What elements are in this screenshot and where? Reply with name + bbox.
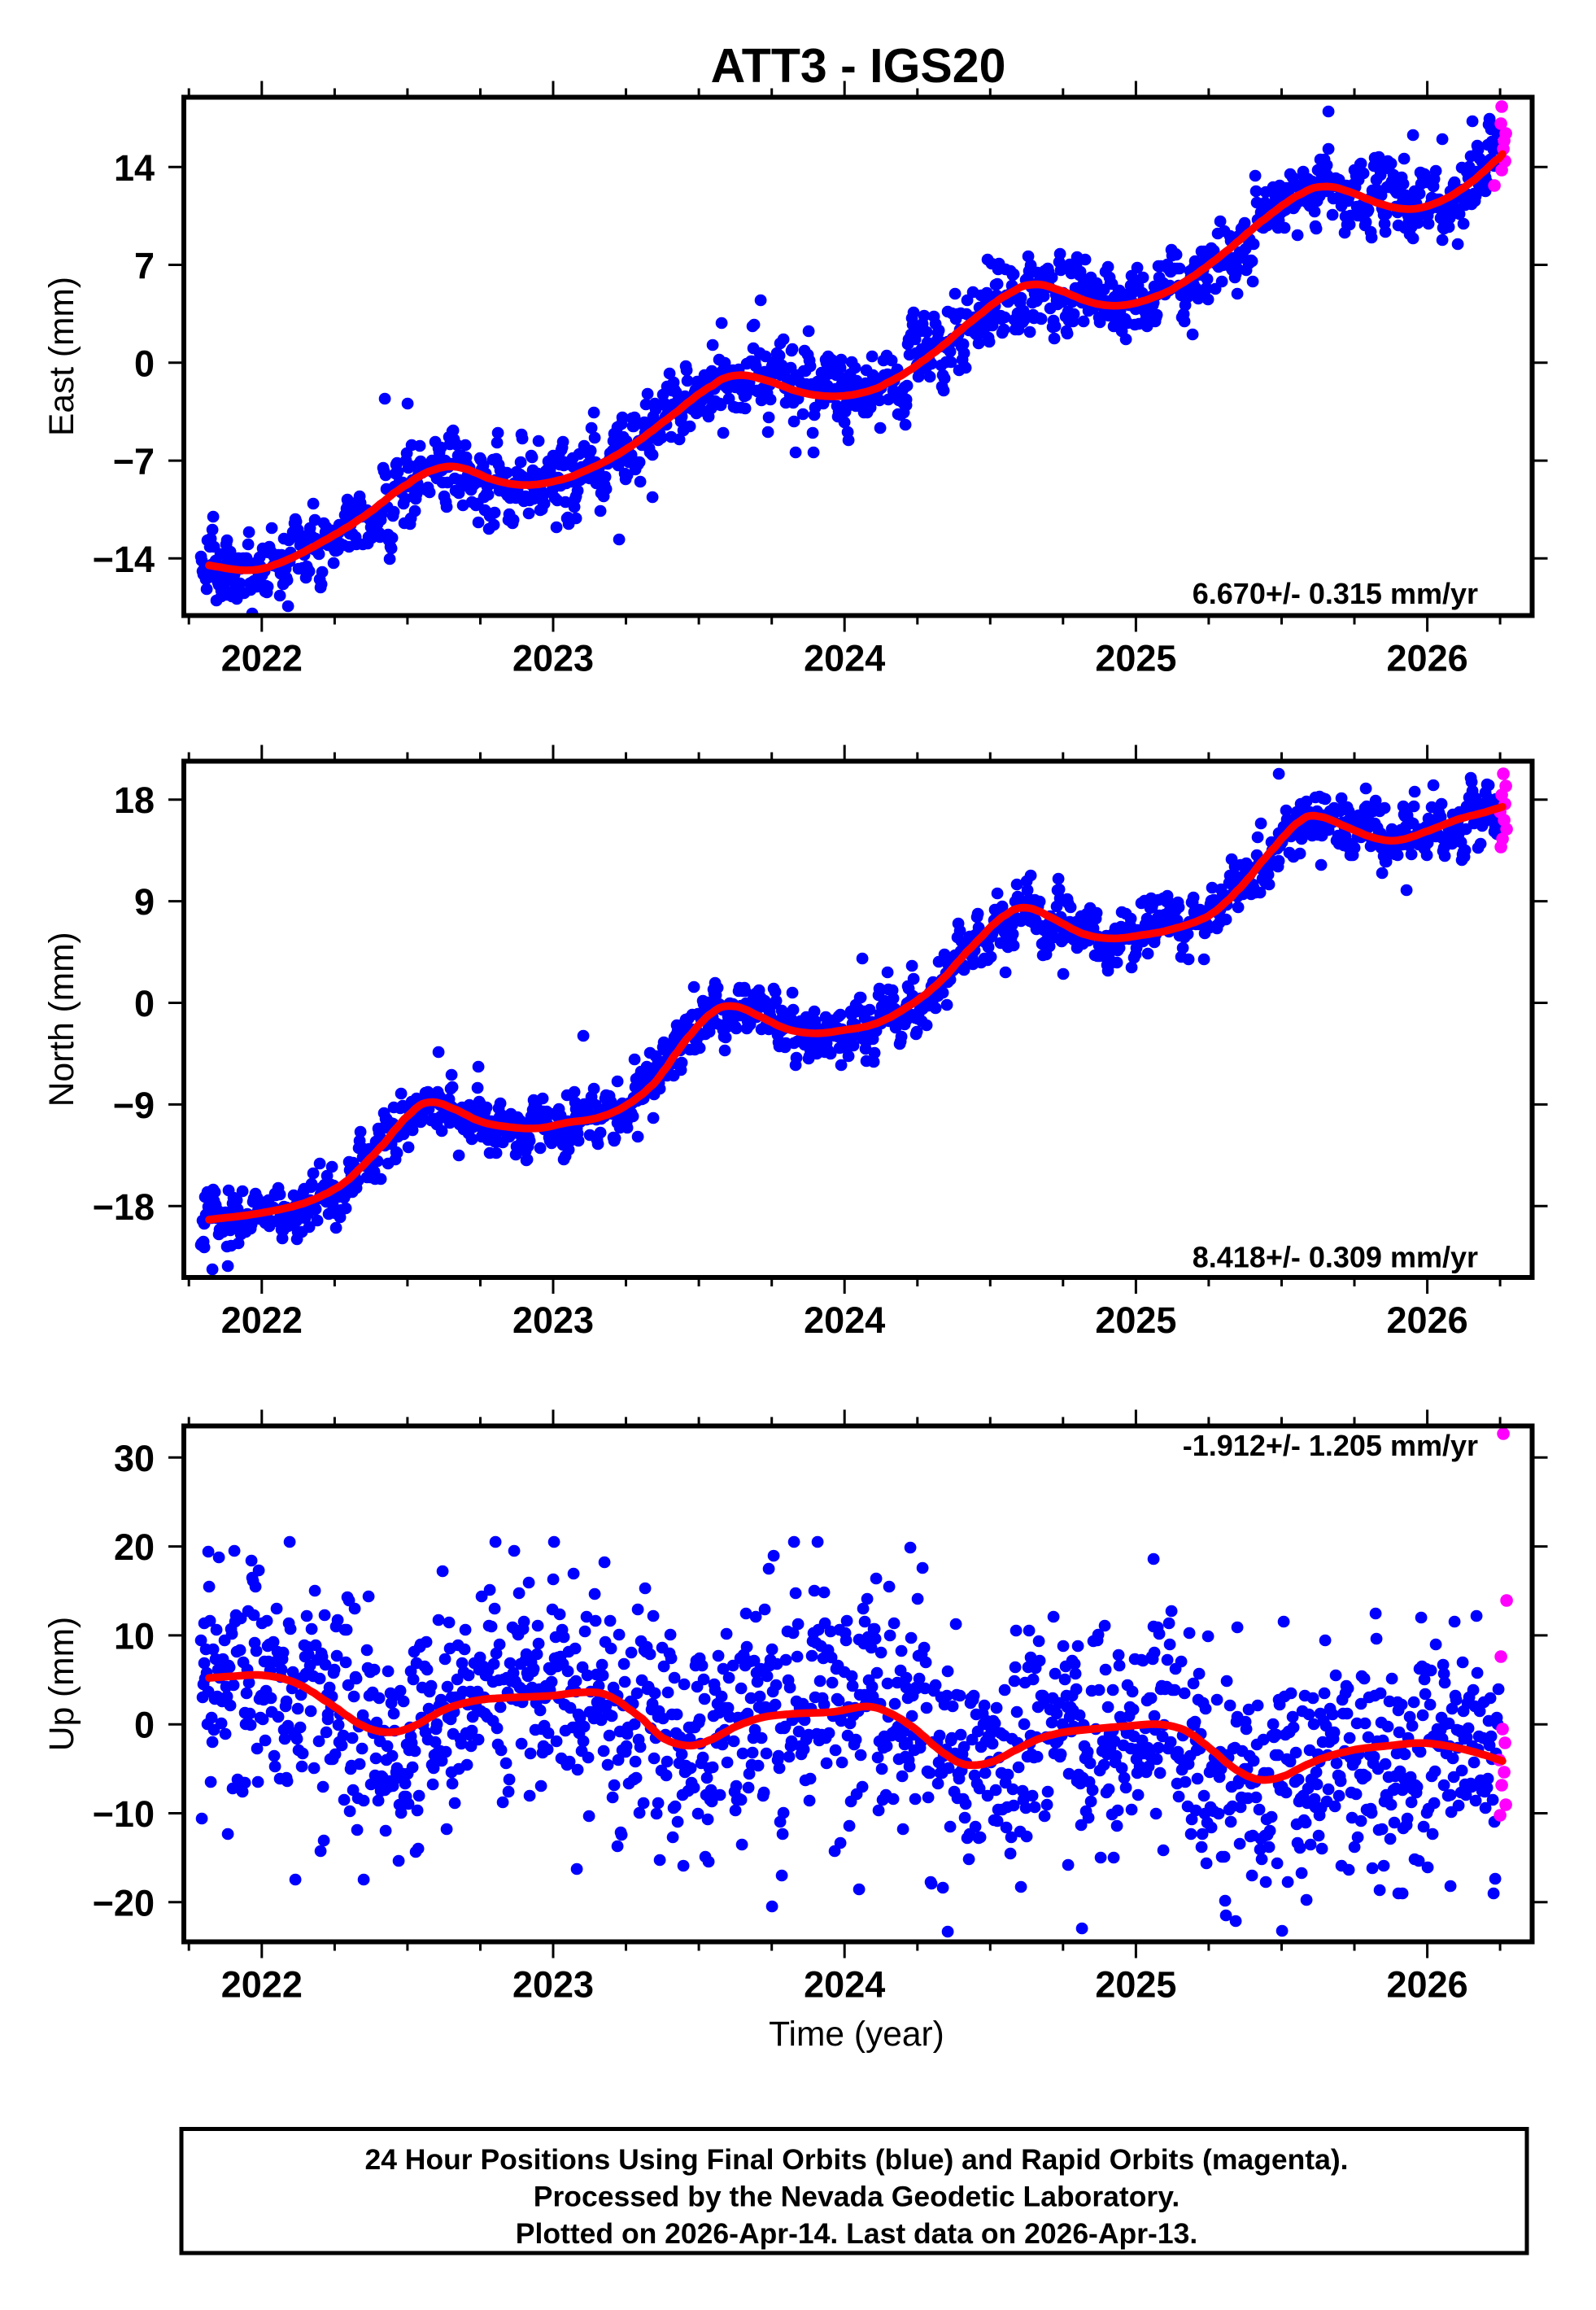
- svg-text:−18: −18: [93, 1186, 155, 1228]
- svg-text:2026: 2026: [1387, 638, 1468, 679]
- svg-text:24 Hour Positions Using Final: 24 Hour Positions Using Final Orbits (bl…: [364, 2143, 1348, 2176]
- svg-text:−14: −14: [93, 539, 155, 580]
- svg-text:2023: 2023: [512, 638, 594, 679]
- svg-text:2022: 2022: [221, 1299, 303, 1341]
- svg-text:−7: −7: [113, 441, 155, 483]
- svg-text:6.670+/- 0.315 mm/yr: 6.670+/- 0.315 mm/yr: [1193, 577, 1478, 610]
- svg-text:North (mm): North (mm): [43, 932, 81, 1107]
- svg-text:0: 0: [134, 983, 155, 1024]
- svg-text:2026: 2026: [1387, 1964, 1468, 2006]
- svg-text:Plotted on 2026-Apr-14. Last d: Plotted on 2026-Apr-14. Last data on 202…: [516, 2217, 1197, 2250]
- svg-text:2024: 2024: [804, 1964, 885, 2006]
- svg-text:7: 7: [134, 245, 155, 286]
- svg-text:18: 18: [114, 779, 155, 821]
- svg-text:Processed by the Nevada Geodet: Processed by the Nevada Geodetic Laborat…: [534, 2181, 1180, 2213]
- svg-text:ATT3 - IGS20: ATT3 - IGS20: [711, 39, 1006, 93]
- svg-text:East (mm): East (mm): [43, 277, 81, 436]
- svg-text:Time (year): Time (year): [769, 2015, 944, 2054]
- svg-text:−20: −20: [93, 1882, 155, 1924]
- svg-text:2025: 2025: [1095, 1964, 1176, 2006]
- svg-text:30: 30: [114, 1438, 155, 1479]
- svg-text:2022: 2022: [221, 1964, 303, 2006]
- svg-text:2025: 2025: [1095, 1299, 1176, 1341]
- svg-text:2026: 2026: [1387, 1299, 1468, 1341]
- svg-text:10: 10: [114, 1615, 155, 1657]
- svg-text:2022: 2022: [221, 638, 303, 679]
- svg-text:-1.912+/- 1.205 mm/yr: -1.912+/- 1.205 mm/yr: [1183, 1429, 1478, 1462]
- svg-text:0: 0: [134, 1705, 155, 1746]
- svg-text:8.418+/- 0.309 mm/yr: 8.418+/- 0.309 mm/yr: [1193, 1241, 1478, 1274]
- svg-text:−9: −9: [113, 1085, 155, 1126]
- svg-text:9: 9: [134, 881, 155, 923]
- svg-text:20: 20: [114, 1526, 155, 1568]
- svg-text:14: 14: [114, 147, 155, 189]
- svg-text:2025: 2025: [1095, 638, 1176, 679]
- svg-text:−10: −10: [93, 1793, 155, 1835]
- svg-text:2023: 2023: [512, 1299, 594, 1341]
- svg-text:2024: 2024: [804, 638, 885, 679]
- svg-text:Up (mm): Up (mm): [43, 1617, 81, 1751]
- svg-text:2023: 2023: [512, 1964, 594, 2006]
- svg-text:0: 0: [134, 343, 155, 384]
- svg-text:2024: 2024: [804, 1299, 885, 1341]
